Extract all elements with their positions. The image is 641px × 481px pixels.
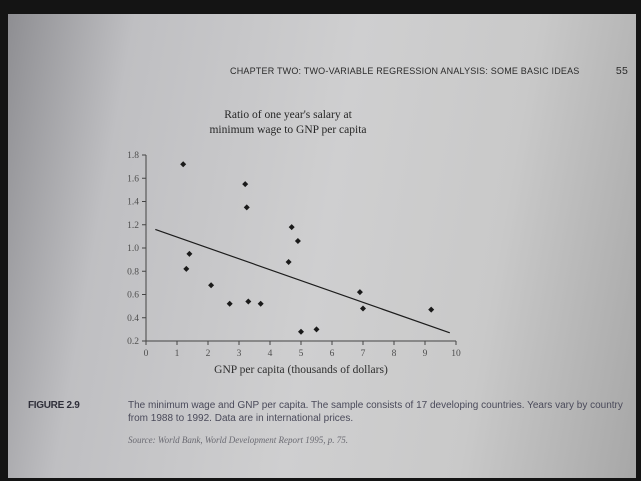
y-tick-label: 1.4	[127, 198, 139, 208]
x-tick-label: 9	[423, 349, 428, 359]
caption-text: The minimum wage and GNP per capita. The…	[128, 400, 623, 424]
y-tick-label: 0.8	[127, 267, 139, 277]
data-point	[356, 289, 363, 296]
chart-title: Ratio of one year's salary at minimum wa…	[193, 108, 383, 138]
x-tick-label: 8	[392, 349, 397, 359]
running-title: CHAPTER TWO: TWO-VARIABLE REGRESSION ANA…	[230, 66, 580, 76]
x-tick-label: 4	[268, 349, 273, 359]
data-point	[242, 181, 249, 188]
data-point	[298, 328, 304, 335]
x-tick-label: 7	[361, 349, 366, 359]
data-point	[243, 204, 250, 211]
y-tick-label: 1.8	[127, 151, 139, 161]
data-point	[180, 161, 187, 168]
x-tick-label: 3	[237, 349, 242, 359]
data-point	[288, 224, 295, 231]
figure-label: FIGURE 2.9	[28, 400, 80, 411]
x-tick-label: 6	[330, 349, 335, 359]
x-tick-label: 2	[206, 349, 211, 359]
y-tick-label: 1.0	[127, 244, 139, 254]
x-tick-label: 10	[451, 349, 461, 359]
data-point	[226, 300, 233, 307]
running-header: CHAPTER TWO: TWO-VARIABLE REGRESSION ANA…	[230, 65, 628, 77]
data-point	[257, 300, 264, 307]
scatter-chart: 0 1 2 3 4 5 6 7 8 9 10 0.2 0.4 0.6 0.8 1.0 1.2 1.4 1.6 1.8 G…	[127, 151, 461, 376]
x-axis-label: GNP per capita (thousands of dollars)	[214, 364, 388, 376]
y-tick-label: 1.6	[127, 174, 139, 184]
data-point	[294, 238, 301, 245]
data-point	[208, 282, 215, 289]
data-point	[428, 306, 435, 313]
x-tick-label: 1	[175, 349, 180, 359]
page-number: 55	[615, 65, 628, 77]
chart-title-line-1: Ratio of one year's salary at	[224, 109, 352, 121]
data-point	[183, 265, 190, 272]
y-tick-label: 0.4	[127, 314, 139, 324]
data-point	[285, 258, 292, 265]
data-point	[313, 326, 320, 333]
y-tick-label: 0.6	[127, 291, 139, 301]
regression-line	[155, 228, 450, 334]
book-page: CHAPTER TWO: TWO-VARIABLE REGRESSION ANA…	[8, 14, 636, 478]
y-tick-label: 1.2	[127, 221, 139, 231]
source-note: Source: World Bank, World Development Re…	[128, 435, 348, 445]
y-tick-label: 0.2	[127, 337, 139, 347]
data-point	[245, 298, 252, 305]
x-tick-label: 5	[299, 349, 304, 359]
x-tick-label: 0	[144, 349, 149, 359]
data-point	[186, 250, 193, 257]
data-point	[360, 305, 366, 312]
chart-title-line-2: minimum wage to GNP per capita	[209, 124, 367, 136]
